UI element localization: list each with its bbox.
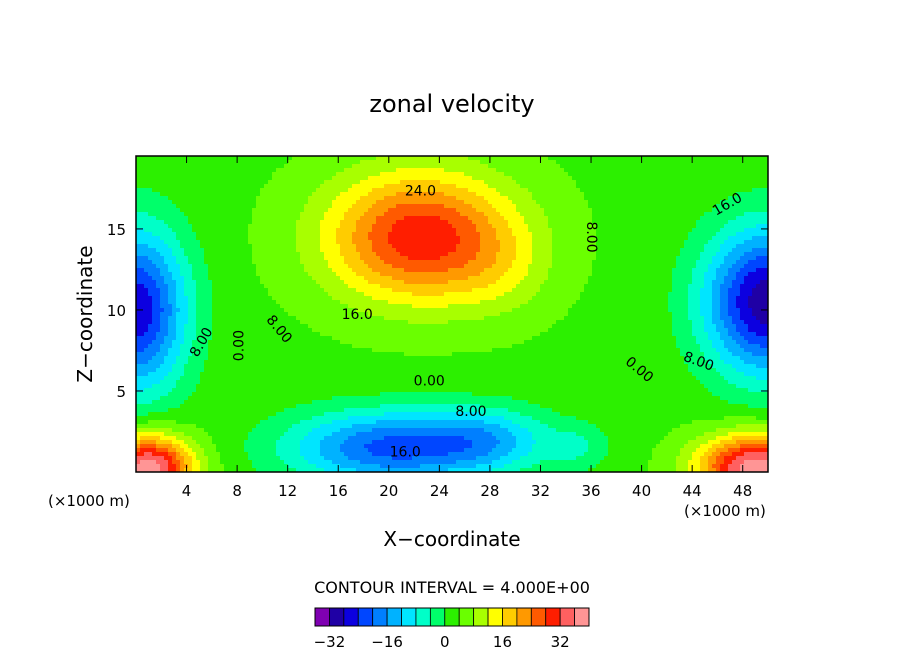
colorbar-swatch	[416, 608, 430, 626]
contour-interval-text: CONTOUR INTERVAL = 4.000E+00	[314, 578, 590, 597]
colorbar-swatch	[315, 608, 329, 626]
x-unit-right: (×1000 m)	[684, 502, 766, 520]
chart-title: zonal velocity	[369, 90, 534, 118]
colorbar-tick-label: 32	[551, 633, 570, 651]
x-tick-label: 16	[329, 482, 348, 500]
colorbar-tick-label: −16	[371, 633, 403, 651]
colorbar-swatch	[445, 608, 459, 626]
colorbar-swatch	[373, 608, 387, 626]
colorbar-swatch	[488, 608, 502, 626]
colorbar-swatch	[344, 608, 358, 626]
x-tick-label: 48	[733, 482, 752, 500]
colorbar-ticks: −32 −16 0 16 32	[314, 633, 570, 651]
x-tick-label: 24	[430, 482, 449, 500]
x-tick-label: 8	[232, 482, 242, 500]
y-tick-label: 15	[107, 221, 126, 239]
colorbar-swatch	[329, 608, 343, 626]
colorbar-swatch	[474, 608, 488, 626]
y-tick-label: 5	[116, 383, 126, 401]
colorbar-swatch	[502, 608, 516, 626]
y-axis-label: Z−coordinate	[73, 245, 97, 382]
colorbar-swatch	[531, 608, 545, 626]
figure: zonal velocity 24.0 16.0 8.00 0.00 8.00 0.00 8…	[0, 0, 904, 654]
x-tick-label: 40	[632, 482, 651, 500]
colorbar-swatch	[402, 608, 416, 626]
contour-label: 0.00	[232, 330, 248, 361]
x-tick-label: 32	[531, 482, 550, 500]
colorbar-swatch	[430, 608, 444, 626]
x-tick-label: 36	[581, 482, 600, 500]
x-tick-label: 28	[480, 482, 499, 500]
colorbar-swatch	[459, 608, 473, 626]
contour-label: 16.0	[342, 307, 373, 323]
x-tick-label: 12	[278, 482, 297, 500]
contour-label: 0.00	[414, 373, 445, 389]
x-tick-label: 4	[182, 482, 192, 500]
colorbar-tick-label: 0	[440, 633, 450, 651]
contour-label: 24.0	[405, 184, 436, 200]
colorbar-swatch	[358, 608, 372, 626]
contour-label: 16.0	[390, 445, 421, 461]
colorbar	[315, 608, 589, 626]
x-tick-label: 20	[379, 482, 398, 500]
x-unit-left: (×1000 m)	[48, 492, 130, 510]
x-tick-label: 44	[683, 482, 702, 500]
colorbar-swatch	[575, 608, 589, 626]
contour-label: 8.00	[455, 404, 486, 420]
y-tick-label: 10	[107, 302, 126, 320]
colorbar-tick-label: 16	[493, 633, 512, 651]
contour-label: 8.00	[583, 221, 599, 252]
colorbar-swatch	[560, 608, 574, 626]
colorbar-tick-label: −32	[314, 633, 346, 651]
colorbar-swatch	[546, 608, 560, 626]
colorbar-swatch	[387, 608, 401, 626]
contour-field	[136, 156, 769, 473]
colorbar-swatch	[517, 608, 531, 626]
x-axis-label: X−coordinate	[383, 527, 520, 551]
